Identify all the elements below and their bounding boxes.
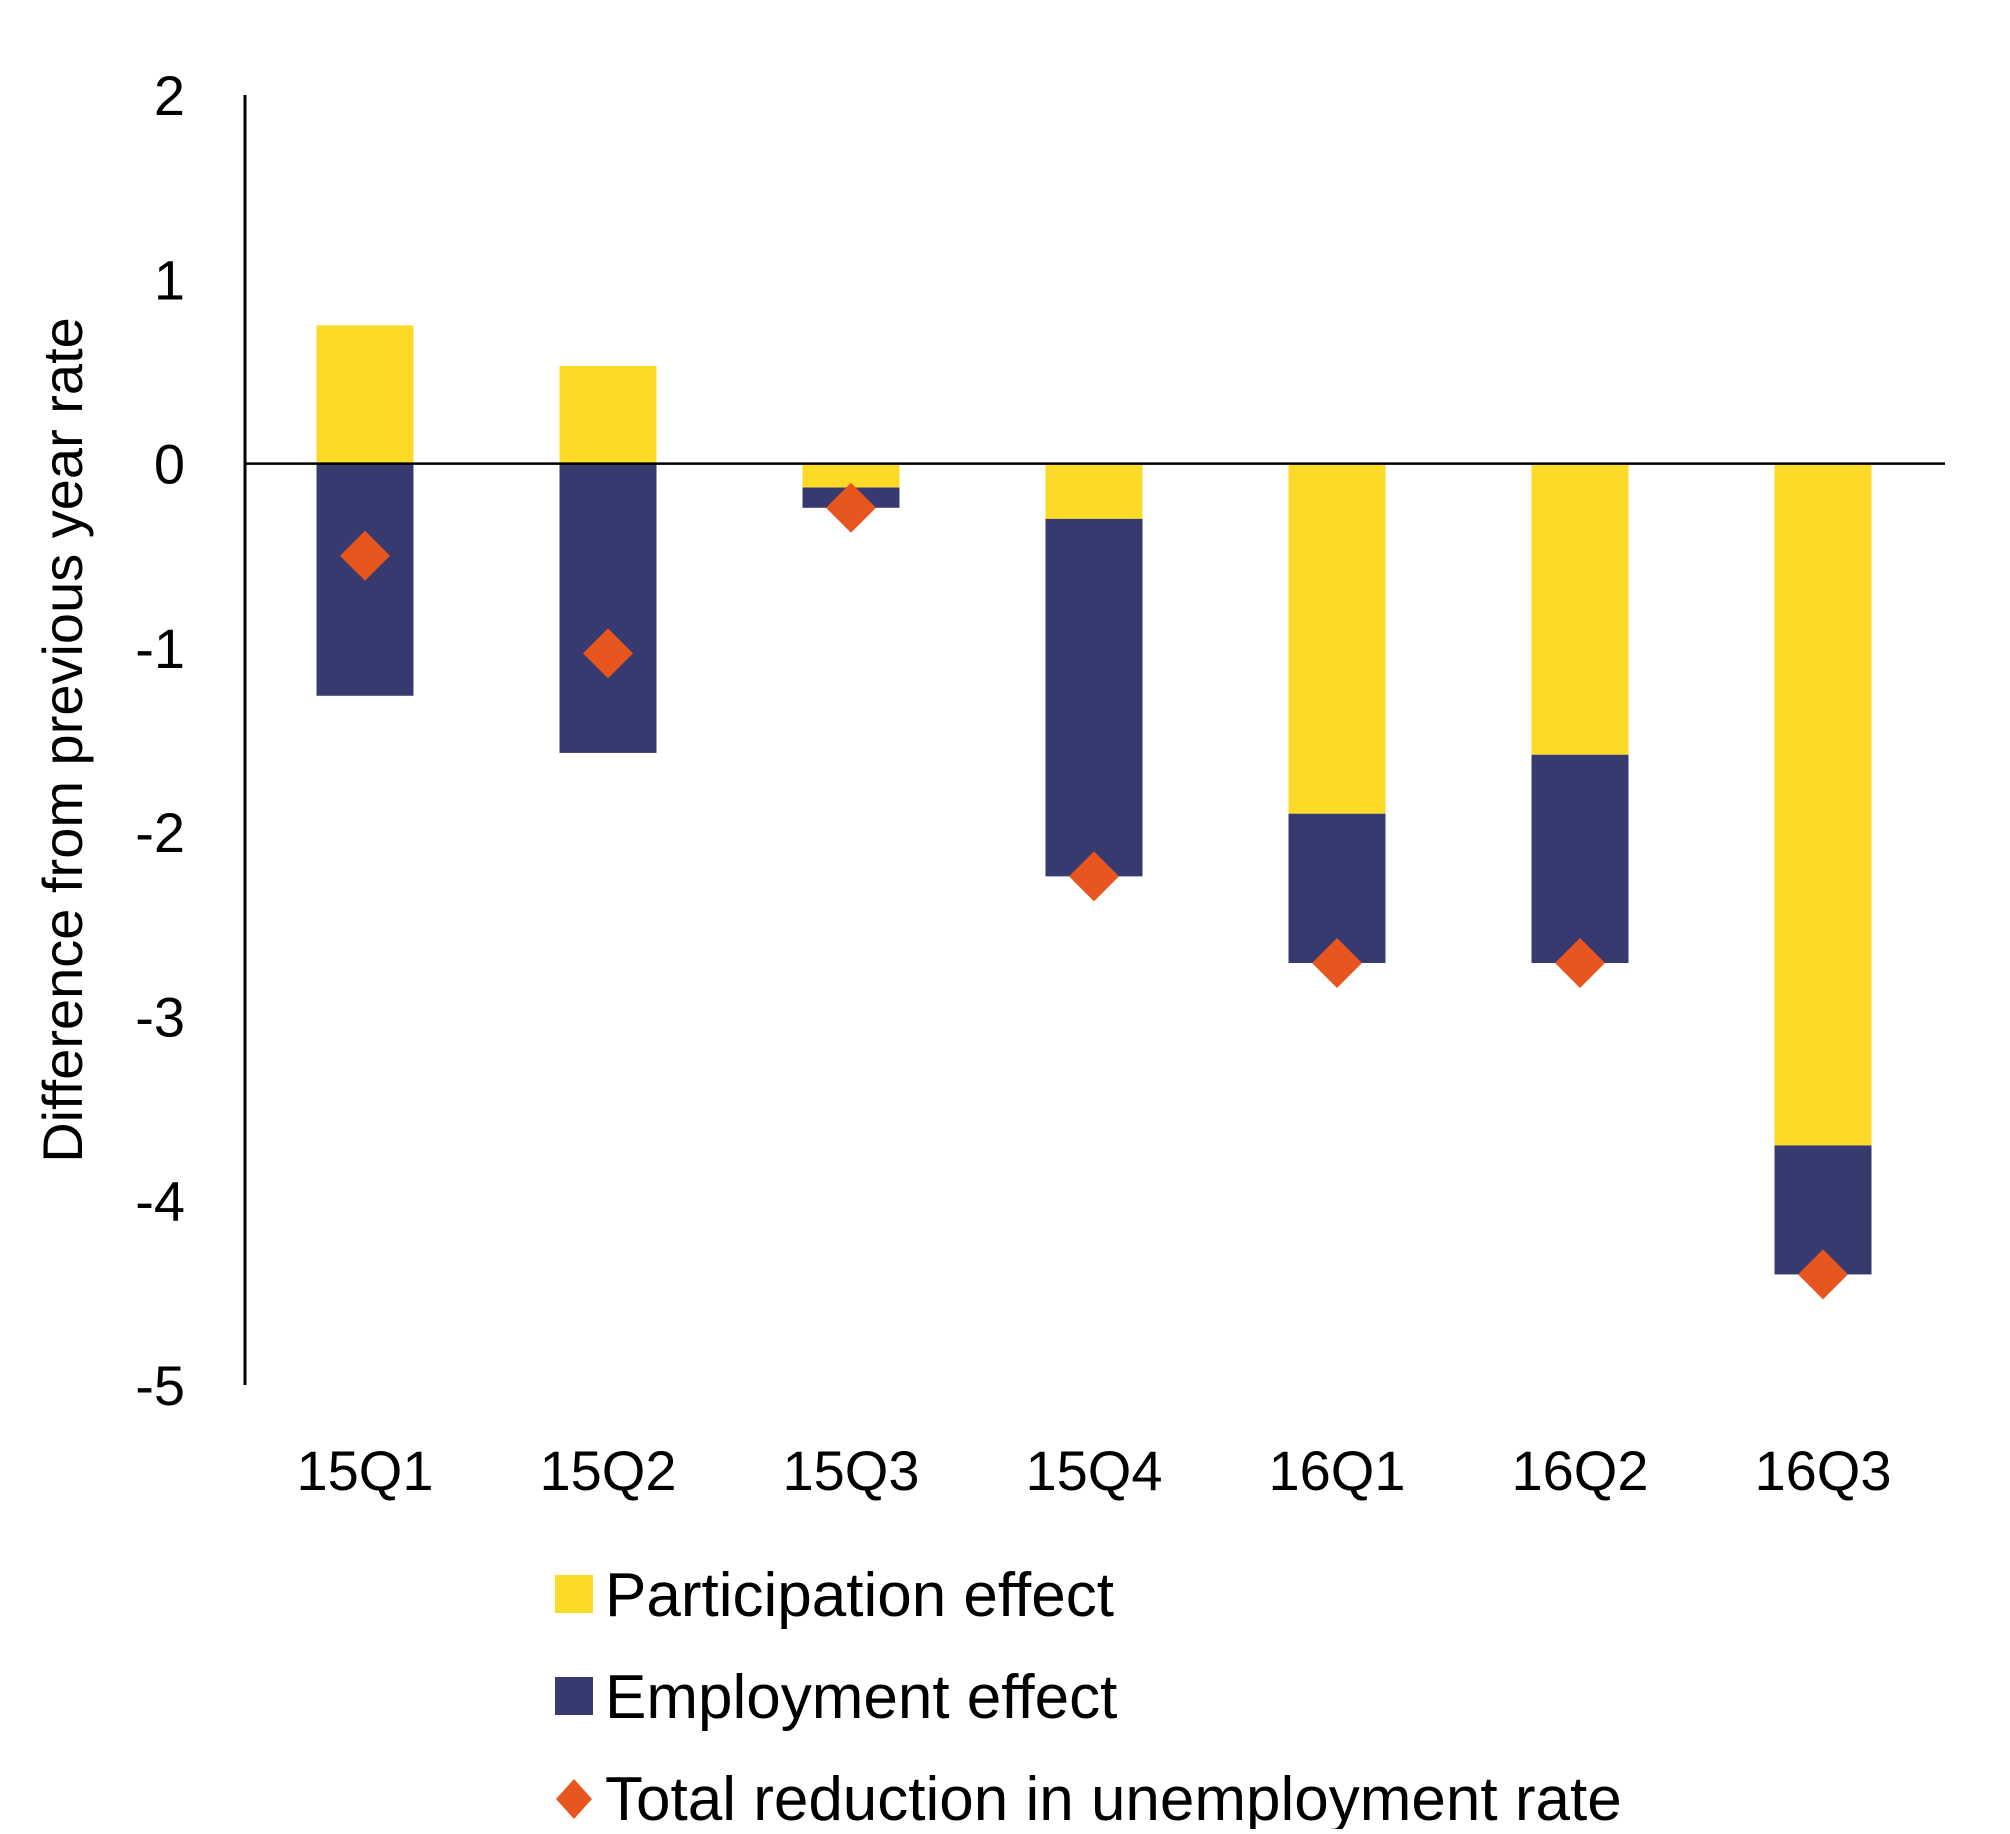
total-marker-15Q2 xyxy=(583,628,633,679)
bars-layer xyxy=(316,325,1872,1275)
y-axis-label: Difference from previous year rate xyxy=(31,317,94,1163)
bar-employment-15Q4 xyxy=(1045,518,1143,877)
y-tick-label: 2 xyxy=(154,64,185,127)
y-tick-label: -2 xyxy=(135,801,185,864)
markers-layer xyxy=(340,482,1848,1300)
y-tick-label: -4 xyxy=(135,1170,185,1233)
total-marker-15Q4 xyxy=(1069,851,1119,902)
bar-participation-16Q3 xyxy=(1774,463,1872,1146)
x-tick-label: 15Q2 xyxy=(540,1439,677,1502)
legend-label: Total reduction in unemployment rate xyxy=(605,1765,1622,1829)
bar-employment-16Q2 xyxy=(1531,754,1629,963)
total-marker-16Q3 xyxy=(1798,1249,1848,1300)
x-tick-label: 15Q3 xyxy=(783,1439,920,1502)
bar-participation-15Q4 xyxy=(1045,463,1143,519)
total-marker-16Q1 xyxy=(1312,937,1362,988)
y-tick-label: 0 xyxy=(154,433,185,496)
y-tick-labels: 2 1 0 -1 -2 -3 -4 -5 xyxy=(135,64,185,1417)
x-tick-label: 16Q1 xyxy=(1269,1439,1406,1502)
y-tick-label: -1 xyxy=(135,617,185,680)
legend-label: Employment effect xyxy=(605,1663,1117,1732)
bar-participation-15Q3 xyxy=(802,463,900,488)
bar-participation-16Q2 xyxy=(1531,463,1629,755)
bar-participation-15Q2 xyxy=(559,365,657,464)
bar-employment-15Q2 xyxy=(559,463,657,753)
y-tick-label: 1 xyxy=(154,248,185,311)
legend-swatch xyxy=(556,1779,592,1819)
x-tick-label: 15Q1 xyxy=(297,1439,434,1502)
legend: Participation effect Employment effect Tot… xyxy=(555,1561,1622,1834)
total-marker-15Q1 xyxy=(340,530,390,581)
x-tick-label: 16Q3 xyxy=(1755,1439,1892,1502)
x-tick-label: 15Q4 xyxy=(1026,1439,1163,1502)
total-marker-15Q3 xyxy=(826,482,876,533)
x-tick-label: 16Q2 xyxy=(1512,1439,1649,1502)
legend-label: Participation effect xyxy=(605,1561,1114,1630)
legend-swatch xyxy=(555,1575,593,1613)
total-marker-16Q2 xyxy=(1555,937,1605,988)
y-tick-label: -5 xyxy=(135,1354,185,1417)
bar-participation-15Q1 xyxy=(316,325,414,464)
legend-swatch xyxy=(555,1677,593,1715)
y-tick-label: -3 xyxy=(135,985,185,1048)
bar-participation-16Q1 xyxy=(1288,463,1386,814)
axes-layer xyxy=(243,95,1945,1385)
x-category-labels: 15Q1 15Q2 15Q3 15Q4 16Q1 16Q2 16Q3 xyxy=(297,1439,1892,1502)
